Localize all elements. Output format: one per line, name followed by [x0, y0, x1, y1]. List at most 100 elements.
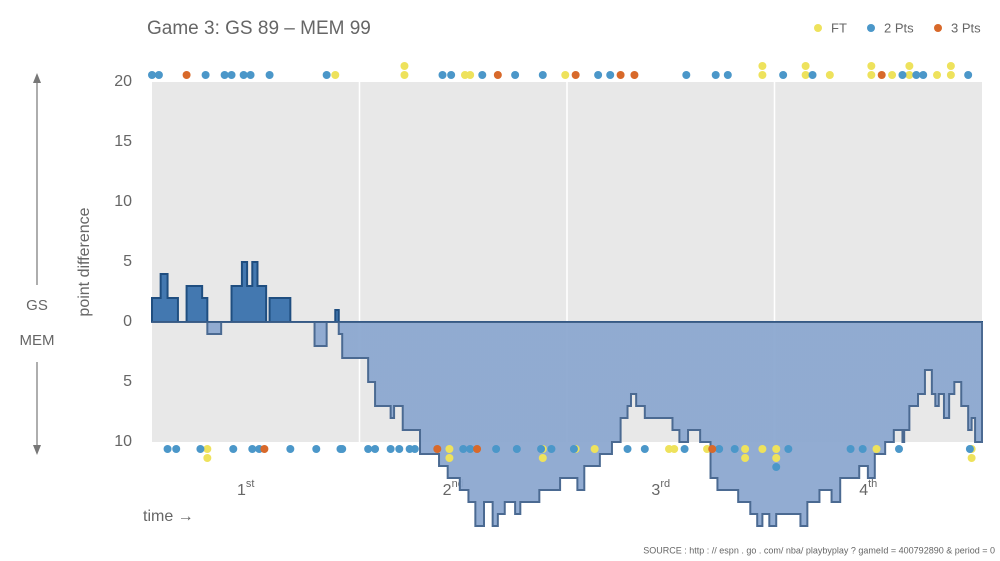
score-dot: [772, 463, 781, 471]
score-dot: [459, 445, 468, 453]
score-dot: [741, 445, 750, 453]
score-dot: [680, 445, 689, 453]
y-tick-label: 10: [114, 193, 132, 210]
score-dot: [220, 71, 229, 79]
score-dot: [825, 71, 834, 79]
score-dot: [227, 71, 236, 79]
score-dot: [364, 445, 373, 453]
score-dot: [964, 71, 973, 79]
score-dot: [538, 71, 547, 79]
score-dot: [772, 445, 781, 453]
score-dot: [246, 71, 255, 79]
score-dot: [561, 71, 570, 79]
score-dot: [473, 445, 482, 453]
score-dot: [466, 445, 475, 453]
score-dot: [493, 71, 502, 79]
score-dot: [395, 445, 404, 453]
legend-label: 3 Pts: [951, 20, 981, 35]
score-dot: [758, 445, 767, 453]
score-dot: [965, 445, 974, 453]
y-tick-label: 0: [123, 313, 132, 330]
team-label: MEM: [20, 332, 55, 349]
score-dot: [229, 445, 238, 453]
team-label: GS: [26, 297, 48, 314]
score-dot: [371, 445, 380, 453]
score-dot: [511, 71, 520, 79]
score-dot: [730, 445, 739, 453]
score-dot: [846, 445, 855, 453]
y-axis-label: point difference: [76, 207, 93, 316]
legend-label: 2 Pts: [884, 20, 914, 35]
score-dot: [590, 445, 599, 453]
score-dot: [967, 454, 976, 462]
score-dot: [447, 71, 456, 79]
score-dot: [801, 62, 810, 70]
score-dot: [858, 445, 867, 453]
score-dot: [163, 445, 172, 453]
score-dot: [808, 71, 817, 79]
source: SOURCE : http : // espn . go . com/ nba/…: [643, 545, 995, 555]
score-dot: [594, 71, 603, 79]
score-dot: [400, 71, 409, 79]
score-dot: [201, 71, 210, 79]
score-dot: [445, 454, 454, 462]
score-dot: [784, 445, 793, 453]
score-dot: [779, 71, 788, 79]
score-dot: [606, 71, 615, 79]
legend-label: FT: [831, 20, 847, 35]
score-dot: [630, 71, 639, 79]
score-dot: [640, 445, 649, 453]
score-dot: [895, 445, 903, 453]
score-dot: [723, 71, 732, 79]
score-dot: [400, 62, 409, 70]
score-dot: [758, 62, 767, 70]
score-dot: [571, 71, 580, 79]
score-dot: [872, 445, 881, 453]
y-tick-label: 5: [123, 373, 132, 390]
score-dot: [912, 71, 921, 79]
score-dot: [203, 445, 212, 453]
score-dot: [512, 445, 521, 453]
legend-marker: [934, 24, 942, 32]
quarter-label: 3rd: [651, 478, 670, 499]
score-dot: [708, 445, 717, 453]
y-tick-label: 5: [123, 253, 132, 270]
score-dot: [312, 445, 321, 453]
score-dot: [286, 445, 295, 453]
score-dot: [331, 71, 340, 79]
score-dot: [466, 71, 475, 79]
score-dot: [265, 71, 274, 79]
score-dot: [338, 445, 347, 453]
y-tick-label: 15: [114, 133, 132, 150]
score-dot: [537, 445, 546, 453]
score-dot: [445, 445, 454, 453]
score-dot: [877, 71, 886, 79]
y-tick-label: 20: [114, 73, 132, 90]
score-dot: [919, 71, 928, 79]
score-dot: [260, 445, 269, 453]
chart-title: Game 3: GS 89 – MEM 99: [147, 18, 371, 39]
score-dot: [772, 454, 781, 462]
score-dot: [492, 445, 501, 453]
legend-marker: [867, 24, 875, 32]
quarter-label: 4th: [859, 478, 877, 499]
score-dot: [946, 71, 955, 79]
legend-marker: [814, 24, 822, 32]
score-dot: [438, 71, 447, 79]
score-dot: [682, 71, 691, 79]
score-dot: [758, 71, 767, 79]
score-dot: [172, 445, 181, 453]
score-dot: [386, 445, 395, 453]
score-dot: [538, 454, 547, 462]
score-dot: [898, 71, 907, 79]
score-dot: [410, 445, 419, 453]
score-dot: [905, 62, 914, 70]
score-dot: [196, 445, 205, 453]
score-dot: [801, 71, 810, 79]
score-dot: [239, 71, 248, 79]
score-dot: [888, 71, 897, 79]
score-dot: [867, 62, 876, 70]
score-dot: [867, 71, 876, 79]
score-dot: [547, 445, 556, 453]
score-dot: [322, 71, 331, 79]
